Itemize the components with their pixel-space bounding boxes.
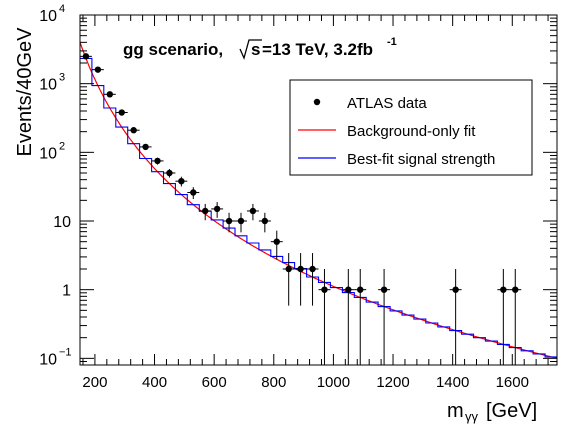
y-tick-exponent: 2 [59,140,65,152]
legend-label-data: ATLAS data [347,95,427,112]
chart-title: gg scenario, s =13 TeV, 3.2fb -1 [123,36,397,60]
data-point [449,269,462,365]
data-point [270,230,283,260]
data-point-marker [309,265,316,273]
data-point [497,269,510,365]
data-point [282,253,295,306]
y-tick-label: 10 [39,8,57,25]
data-point [258,212,271,233]
data-point [139,143,152,151]
data-point [509,269,522,365]
x-axis-title: m γγ [GeV] [447,400,537,424]
y-tick-exponent: 4 [59,3,65,15]
data-point [175,176,188,187]
data-point [235,212,247,233]
data-point [127,127,140,134]
data-point-marker [178,177,185,185]
data-point-marker [106,91,114,98]
x-tick-label: 800 [261,374,286,391]
x-axis-title-sub: γγ [465,409,479,424]
data-point [151,157,164,165]
data-point-marker [213,205,221,213]
data-point [199,203,212,221]
data-point [294,253,307,306]
data-point-marker [345,286,352,293]
data-point-marker [202,207,209,215]
data-point [306,253,319,306]
title-lumi-exp: -1 [387,36,397,48]
y-tick-label: 10 [39,77,57,94]
y-tick-exponent: 3 [59,72,65,84]
y-tick-label: 10 [39,145,57,162]
data-point [378,269,391,365]
data-point-marker [273,238,280,245]
data-point-marker [357,286,364,293]
data-point [187,187,200,200]
x-tick-label: 1400 [436,374,469,391]
legend: ATLAS data Background-only fit Best-fit … [289,79,533,176]
data-point-marker [452,286,459,293]
data-point-marker [261,217,269,225]
data-point [103,91,116,98]
plot-frame [79,14,558,366]
data-point-marker [237,217,245,225]
y-tick-label: 10 [39,351,57,368]
sqrt-sign [239,39,262,60]
title-prefix: gg scenario, [123,40,223,59]
x-tick-label: 200 [82,374,107,391]
data-point-marker [380,286,388,293]
data-point-marker [285,265,292,273]
y-tick-exponent: −1 [59,346,72,358]
data-point [80,53,92,60]
data-point-marker [118,109,125,116]
x-tick-label: 1000 [317,374,350,391]
data-point [223,212,236,233]
data-point-marker [82,53,90,60]
data-point [318,269,331,365]
data-point [163,169,176,178]
data-point [91,66,104,73]
data-point-marker [512,286,519,293]
data-point-marker [321,286,328,293]
data-point-marker [297,265,304,273]
series-layer [79,42,558,365]
legend-label-signal: Best-fit signal strength [347,151,495,168]
data-point-marker [225,217,233,225]
data-point-marker [154,157,161,165]
data-point-marker [142,143,149,151]
x-axis-title-m: m [447,400,464,422]
data-point-marker [94,66,102,73]
legend-box [289,79,533,176]
title-energy: =13 TeV, 3.2fb [262,40,373,59]
data-point-marker [130,127,137,134]
data-point [342,269,355,365]
data-point [211,202,224,218]
data-point-marker [249,207,257,215]
data-point-marker [190,189,197,196]
title-sqrt: s [251,40,260,59]
legend-label-background: Background-only fit [347,123,476,140]
data-point [354,269,367,365]
x-axis-title-unit: [GeV] [486,400,537,422]
best-fit-signal-histogram [80,57,557,358]
y-axis-title: Events/40GeV [14,27,36,157]
legend-marker-data [313,98,321,106]
y-tick-label: 10 [53,214,71,231]
x-tick-label: 400 [142,374,167,391]
data-point [115,109,128,116]
x-tick-label: 1600 [496,374,529,391]
data-point-marker [166,169,173,177]
y-tick-label: 1 [62,283,71,300]
x-tick-label: 1200 [376,374,409,391]
data-point-marker [500,286,507,293]
data-point [246,203,259,221]
x-tick-label: 600 [202,374,227,391]
